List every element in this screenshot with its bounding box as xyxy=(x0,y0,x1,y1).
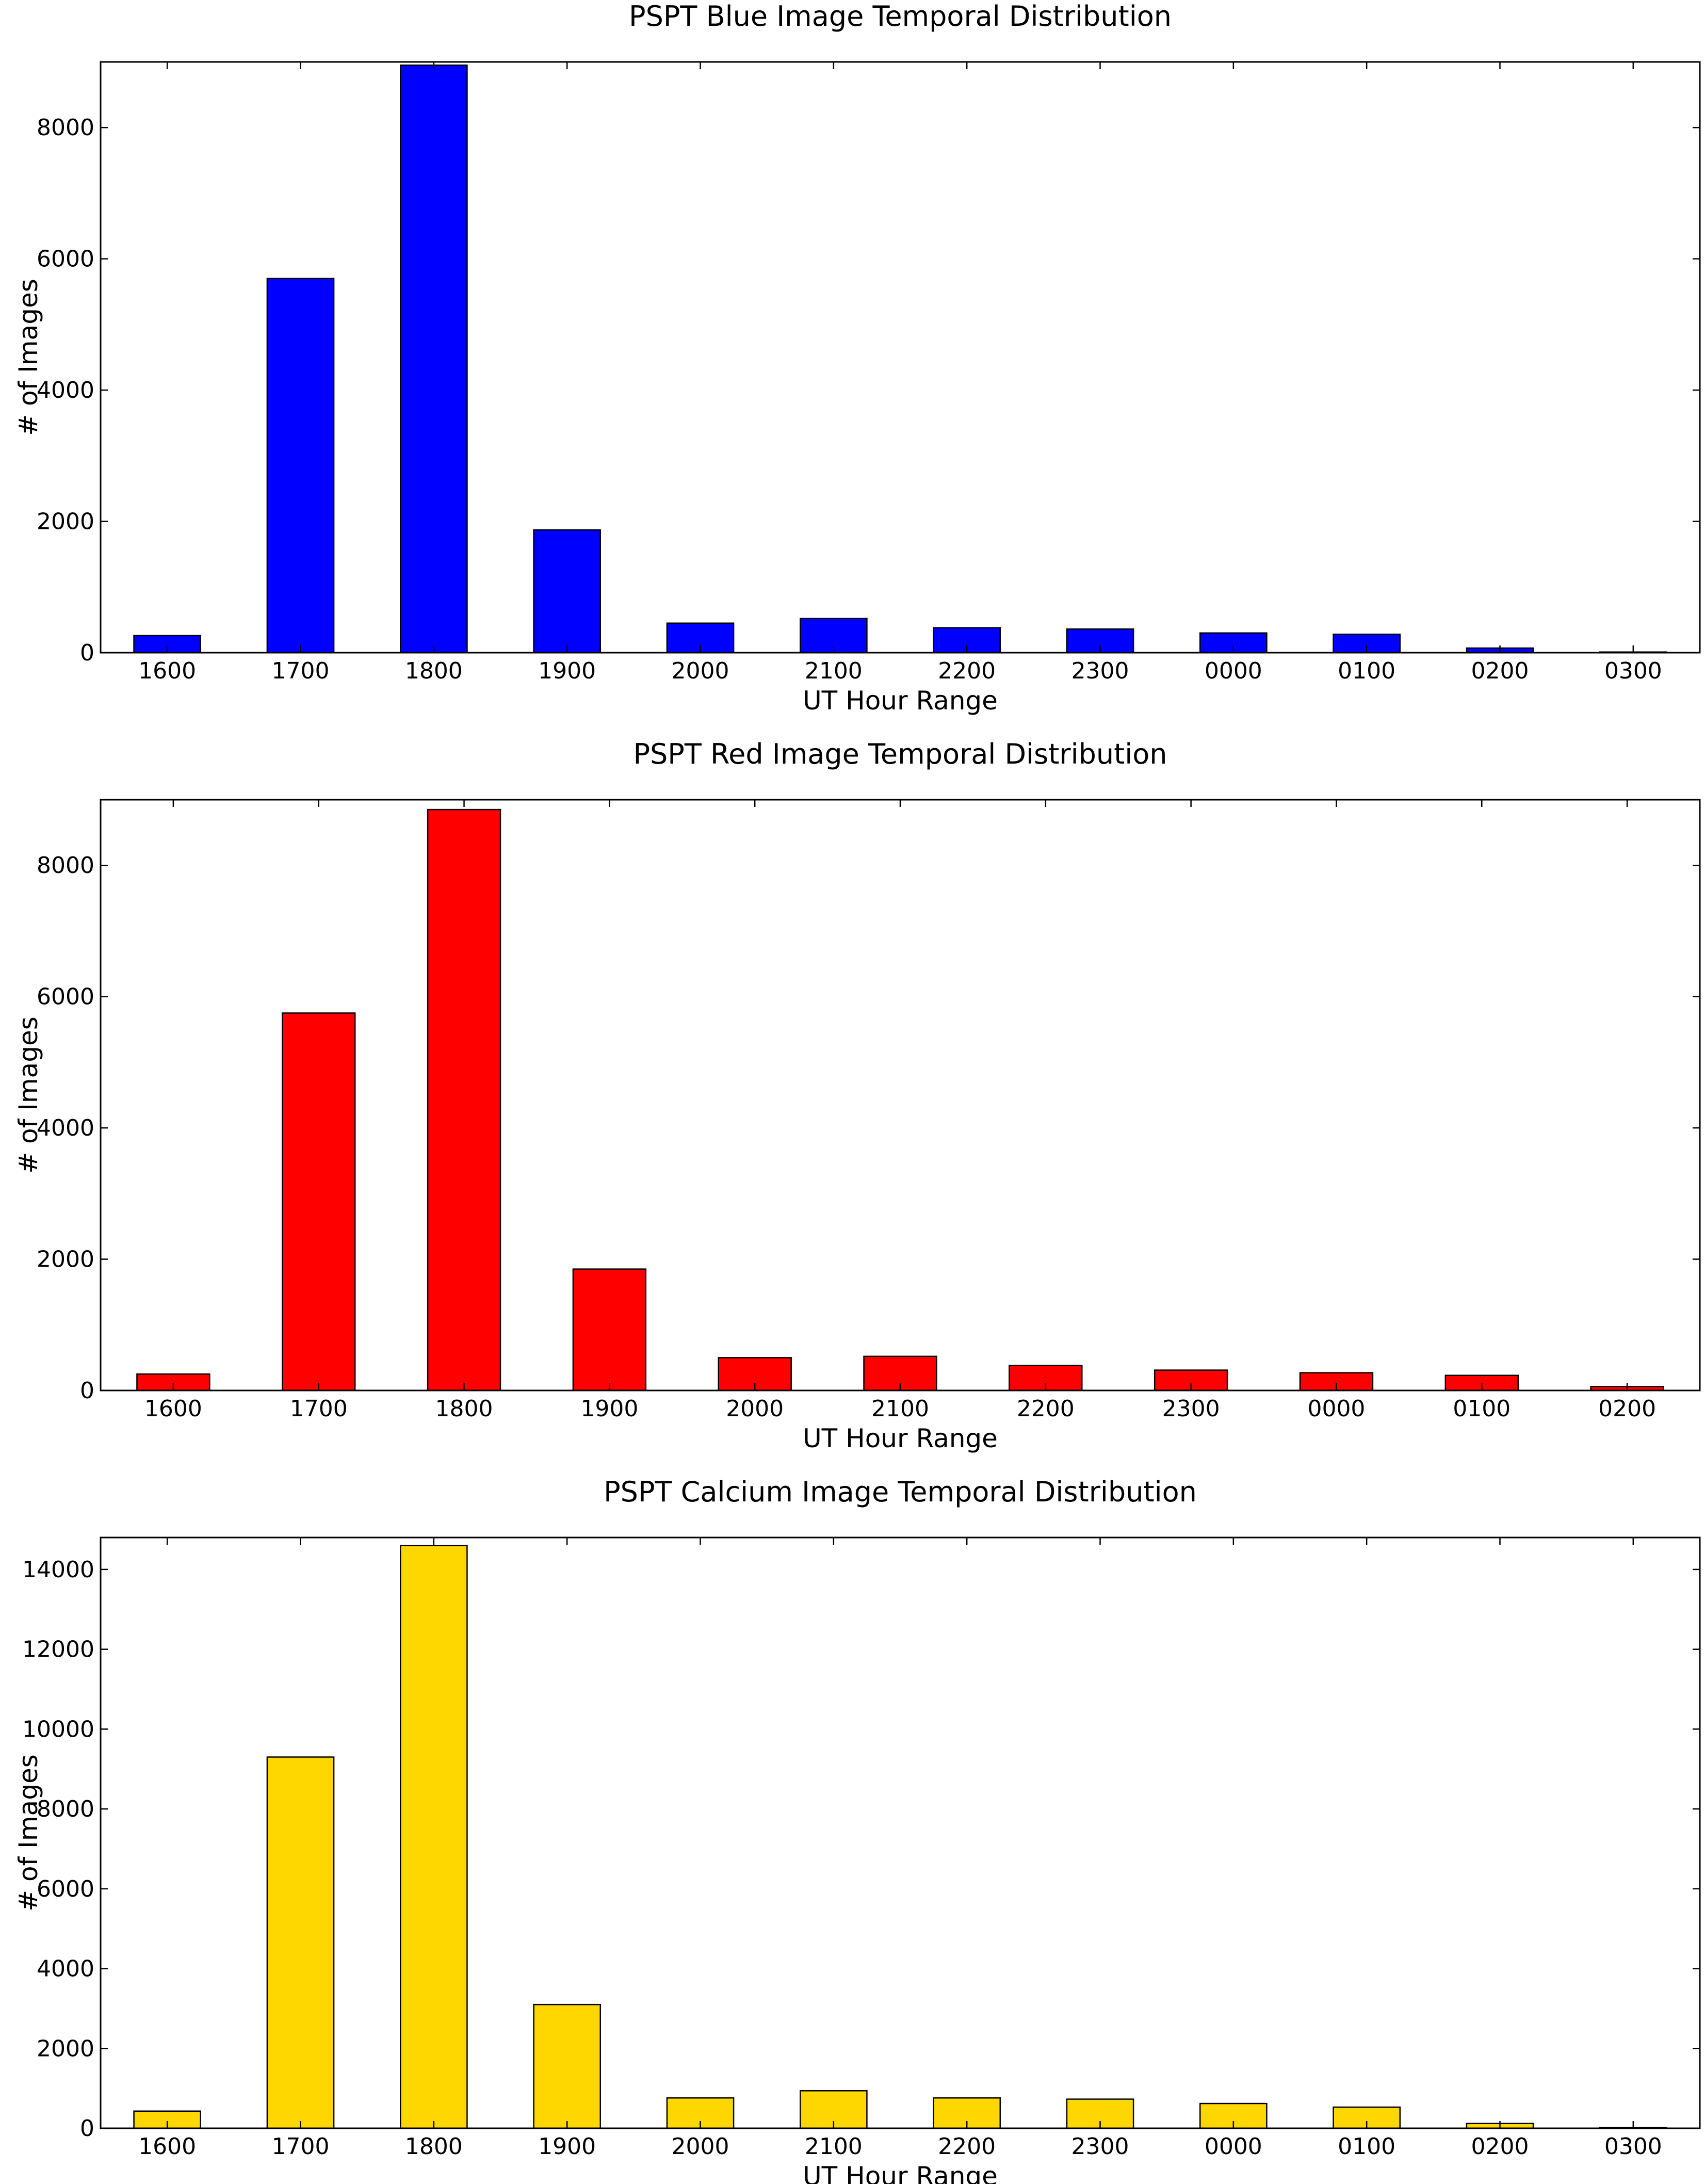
x-tick-label: 2300 xyxy=(1071,658,1129,684)
x-tick-label: 2200 xyxy=(1017,1396,1075,1422)
bar xyxy=(400,1545,468,2129)
plot-frame xyxy=(100,1536,1701,2129)
x-tick-label: 1800 xyxy=(405,658,463,684)
y-tick-label: 6000 xyxy=(37,984,94,1010)
plot-frame xyxy=(100,61,1701,654)
bar xyxy=(266,278,335,654)
x-tick-label: 0100 xyxy=(1453,1396,1511,1422)
x-tick-label: 2000 xyxy=(726,1396,784,1422)
x-tick-label: 2100 xyxy=(871,1396,929,1422)
x-axis-label: UT Hour Range xyxy=(803,1423,998,1453)
y-axis-label: # of Images xyxy=(13,279,43,436)
bar xyxy=(266,1756,335,2129)
x-tick-label: 2000 xyxy=(672,2133,729,2160)
chart-title: PSPT Blue Image Temporal Distribution xyxy=(629,0,1172,33)
y-axis-label: # of Images xyxy=(13,1754,43,1912)
chart-title: PSPT Calcium Image Temporal Distribution xyxy=(604,1476,1197,1508)
x-tick-label: 0300 xyxy=(1604,658,1662,684)
x-tick-label: 2300 xyxy=(1162,1396,1220,1422)
x-tick-label: 1700 xyxy=(272,2133,330,2160)
y-tick-label: 2000 xyxy=(37,509,94,535)
x-tick-label: 0100 xyxy=(1338,658,1395,684)
y-tick-label: 6000 xyxy=(37,1876,94,1902)
y-tick-label: 8000 xyxy=(37,1796,94,1822)
x-tick-label: 1800 xyxy=(435,1396,493,1422)
x-tick-label: 1900 xyxy=(538,658,596,684)
x-tick-label: 2300 xyxy=(1071,2133,1129,2160)
x-axis-label: UT Hour Range xyxy=(803,2161,998,2184)
bar xyxy=(572,1268,647,1392)
bar xyxy=(427,808,501,1392)
bar xyxy=(282,1012,356,1392)
y-tick-label: 10000 xyxy=(22,1716,94,1742)
y-tick-label: 12000 xyxy=(22,1637,94,1663)
bar xyxy=(533,2003,602,2129)
y-tick-label: 8000 xyxy=(37,115,94,141)
x-tick-label: 2000 xyxy=(672,658,729,684)
x-tick-label: 1700 xyxy=(272,658,330,684)
y-tick-label: 0 xyxy=(80,2115,94,2142)
chart-title: PSPT Red Image Temporal Distribution xyxy=(633,738,1167,770)
blue-chart: PSPT Blue Image Temporal Distribution UT… xyxy=(13,0,1701,716)
x-tick-label: 0000 xyxy=(1205,658,1262,684)
x-tick-label: 1900 xyxy=(538,2133,596,2160)
x-tick-label: 1600 xyxy=(138,658,196,684)
x-tick-label: 0200 xyxy=(1598,1396,1656,1422)
x-tick-label: 1900 xyxy=(580,1396,638,1422)
x-tick-label: 0000 xyxy=(1205,2133,1262,2160)
bar xyxy=(533,529,602,654)
x-tick-label: 1800 xyxy=(405,2133,463,2160)
y-tick-label: 2000 xyxy=(37,1247,94,1273)
x-tick-label: 0100 xyxy=(1338,2133,1395,2160)
bar xyxy=(400,64,468,654)
bar xyxy=(800,2090,868,2129)
red-chart: PSPT Red Image Temporal Distribution UT … xyxy=(13,738,1701,1453)
x-tick-label: 1600 xyxy=(138,2133,196,2160)
x-tick-label: 0200 xyxy=(1471,2133,1529,2160)
y-tick-label: 2000 xyxy=(37,2035,94,2062)
y-axis-label: # of Images xyxy=(13,1016,43,1174)
y-tick-label: 4000 xyxy=(37,1115,94,1141)
y-tick-label: 0 xyxy=(80,640,94,666)
x-tick-label: 2100 xyxy=(805,658,863,684)
x-tick-label: 1700 xyxy=(290,1396,348,1422)
x-tick-label: 0300 xyxy=(1604,2133,1662,2160)
x-tick-label: 2100 xyxy=(805,2133,863,2160)
y-tick-label: 8000 xyxy=(37,852,94,879)
x-tick-label: 2200 xyxy=(938,2133,996,2160)
y-tick-label: 4000 xyxy=(37,1956,94,1982)
x-tick-label: 2200 xyxy=(938,658,996,684)
calcium-chart: PSPT Calcium Image Temporal Distribution… xyxy=(13,1476,1701,2184)
y-tick-label: 14000 xyxy=(22,1557,94,1583)
x-axis-label: UT Hour Range xyxy=(803,686,998,716)
x-tick-label: 0000 xyxy=(1307,1396,1365,1422)
y-tick-label: 4000 xyxy=(37,377,94,403)
x-tick-label: 1600 xyxy=(144,1396,202,1422)
x-tick-label: 0200 xyxy=(1471,658,1529,684)
y-tick-label: 6000 xyxy=(37,246,94,272)
y-tick-label: 0 xyxy=(80,1378,94,1404)
